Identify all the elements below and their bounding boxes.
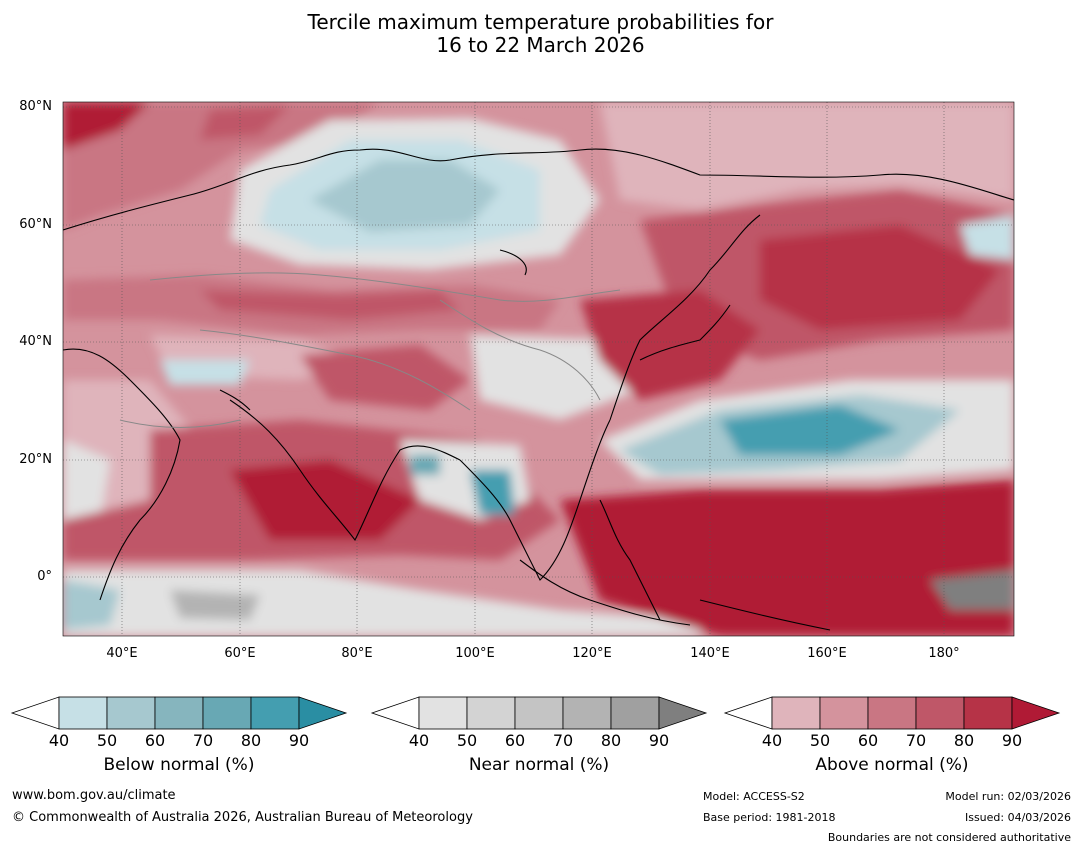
colorbar-above-segment	[867, 696, 917, 730]
region-above-tibet	[300, 345, 470, 410]
colorbar-above-segment	[819, 696, 869, 730]
lat-label-80n: 80°N	[19, 99, 52, 114]
colorbar-above-max-arrow	[1011, 696, 1061, 730]
colorbar-above-segment	[915, 696, 965, 730]
colorbar-above-tick: 50	[809, 731, 831, 750]
region-near-africa	[63, 440, 110, 520]
lon-label-120e: 120°E	[572, 646, 612, 661]
colorbar-near-tick: 90	[648, 731, 670, 750]
lon-label-100e: 100°E	[455, 646, 495, 661]
coastlines	[63, 148, 1014, 631]
disclaimer-text: Boundaries are not considered authoritat…	[827, 831, 1071, 844]
region-above-central-asia-core	[200, 290, 460, 320]
lat-label-40n: 40°N	[19, 334, 52, 349]
region-near-south	[63, 570, 700, 636]
region-above-japan	[580, 290, 760, 400]
colorbar-near-segment	[418, 696, 468, 730]
lat-label-60n: 60°N	[19, 217, 52, 232]
colorbar-below-label: Below normal (%)	[103, 755, 255, 775]
colorbar-near-min-arrow	[370, 696, 420, 730]
colorbar-below-min-arrow	[10, 696, 60, 730]
colorbar-below-tick: 80	[240, 731, 262, 750]
colorbar-below-segment	[154, 696, 204, 730]
colorbar-near-segment	[466, 696, 516, 730]
website-link[interactable]: www.bom.gov.au/climate	[12, 788, 176, 803]
lat-label-0: 0°	[37, 569, 52, 584]
region-above-north-pacific-core	[760, 225, 1000, 330]
colorbar-below-max-arrow	[298, 696, 348, 730]
lon-label-160e: 160°E	[807, 646, 847, 661]
colorbar-near-tick: 40	[408, 731, 430, 750]
region-near-china	[470, 335, 640, 420]
region-below-bering	[960, 215, 1014, 260]
region-below-east-africa	[63, 580, 120, 630]
region-below-siberia-core	[310, 160, 500, 232]
model-run-text: Model run: 02/03/2026	[945, 790, 1071, 803]
colorbar-below-tick: 50	[96, 731, 118, 750]
colorbars	[10, 696, 1061, 730]
lon-label-180: 180°	[928, 646, 960, 661]
map-frame	[62, 101, 1015, 637]
colorbar-below-segment	[58, 696, 108, 730]
lat-label-20n: 20°N	[19, 452, 52, 467]
region-above-indian-ocean-core	[230, 460, 420, 540]
region-near-southwest-pacific	[930, 570, 1014, 610]
lon-label-40e: 40°E	[106, 646, 138, 661]
region-above-kara	[200, 105, 290, 140]
base-period-text: Base period: 1981-2018	[703, 811, 836, 824]
colorbar-near-max-arrow	[658, 696, 708, 730]
model-text: Model: ACCESS-S2	[703, 790, 805, 803]
colorbar-below-tick: 90	[288, 731, 310, 750]
colorbar-near-tick: 70	[552, 731, 574, 750]
colorbar-above-label: Above normal (%)	[815, 755, 969, 775]
colorbar-above-tick: 60	[857, 731, 879, 750]
colorbar-below-segment	[106, 696, 156, 730]
region-below-bangladesh	[410, 455, 440, 475]
graticule	[63, 102, 1014, 636]
colorbar-above-tick: 90	[1001, 731, 1023, 750]
region-below-iran	[160, 360, 250, 385]
region-above-arctic	[63, 102, 380, 230]
chart-title-line1: Tercile maximum temperature probabilitie…	[307, 10, 774, 34]
colorbar-below-tick: 60	[144, 731, 166, 750]
region-near-south-core	[170, 590, 260, 620]
region-below-tropical-pacific-core	[720, 405, 900, 455]
region-above-west-pacific	[560, 480, 1014, 636]
colorbar-below-segment	[202, 696, 252, 730]
colorbar-below-segment	[250, 696, 300, 730]
colorbar-below-tick: 40	[48, 731, 70, 750]
colorbar-above-min-arrow	[723, 696, 773, 730]
colorbar-near-segment	[514, 696, 564, 730]
colorbar-above-tick: 70	[905, 731, 927, 750]
colorbar-near-tick: 50	[456, 731, 478, 750]
colorbar-above-segment	[963, 696, 1013, 730]
copyright-text: © Commonwealth of Australia 2026, Austra…	[12, 810, 473, 825]
colorbar-near-tick: 80	[600, 731, 622, 750]
region-above-arctic-core	[63, 102, 150, 150]
colorbar-above-segment	[771, 696, 821, 730]
colorbar-near-segment	[562, 696, 612, 730]
lon-label-80e: 80°E	[341, 646, 373, 661]
colorbar-near-label: Near normal (%)	[468, 755, 610, 775]
colorbar-near-tick: 60	[504, 731, 526, 750]
colorbar-above-tick: 40	[761, 731, 783, 750]
lon-label-60e: 60°E	[224, 646, 256, 661]
colorbar-above-tick: 80	[953, 731, 975, 750]
region-above-east-siberia	[600, 102, 1014, 210]
probability-shading	[63, 102, 1014, 636]
issued-text: Issued: 04/03/2026	[964, 811, 1071, 824]
map-field	[63, 102, 1014, 636]
country-boundaries	[119, 272, 621, 428]
colorbar-below-tick: 70	[192, 731, 214, 750]
lon-label-140e: 140°E	[690, 646, 730, 661]
colorbar-near-segment	[610, 696, 660, 730]
chart-title-line2: 16 to 22 March 2026	[436, 33, 645, 57]
